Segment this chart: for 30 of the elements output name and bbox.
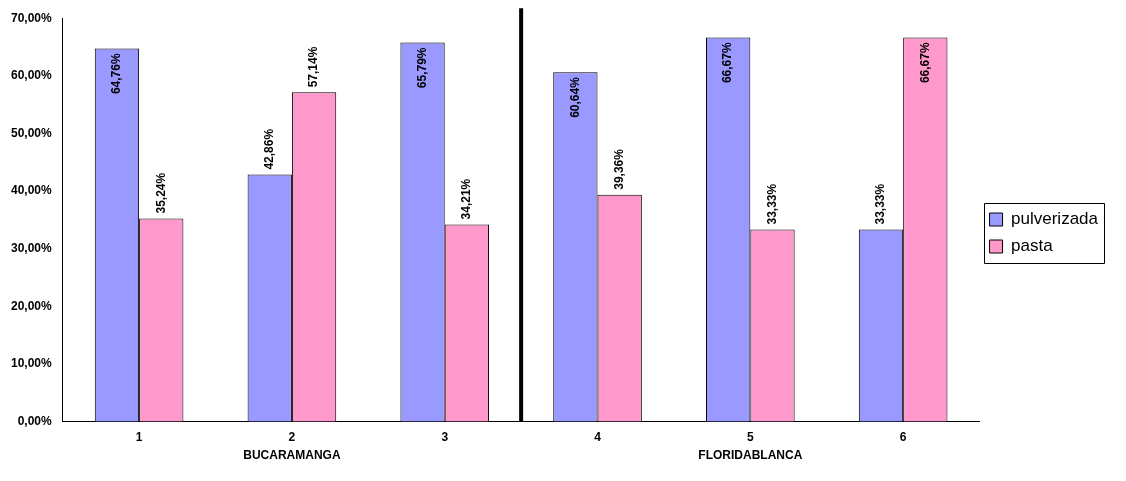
- data-label: 33,33%: [764, 183, 779, 225]
- y-tick-label: 30,00%: [11, 241, 53, 256]
- legend-label: pulverizada: [1011, 209, 1099, 229]
- data-label: 65,79%: [414, 47, 429, 89]
- data-label: 66,67%: [917, 42, 932, 84]
- data-label: 39,36%: [612, 148, 626, 190]
- y-tick-label: 0,00%: [17, 413, 53, 428]
- x-tick-label: 1: [135, 430, 143, 445]
- data-label: 66,67%: [720, 42, 735, 84]
- x-tick-label: 4: [594, 430, 602, 445]
- y-tick-label: 70,00%: [11, 10, 53, 25]
- y-tick-label: 50,00%: [11, 125, 53, 140]
- data-label: 33,33%: [873, 183, 888, 225]
- x-tick-label: 3: [441, 430, 449, 445]
- x-tick-label: 2: [288, 430, 296, 445]
- data-label: 57,14%: [306, 46, 321, 88]
- data-label: 34,21%: [459, 178, 474, 220]
- data-label: 64,76%: [109, 53, 124, 95]
- data-label: 35,24%: [153, 172, 168, 214]
- y-tick-label: 40,00%: [11, 183, 53, 198]
- x-tick-label: 6: [899, 430, 907, 445]
- text: BUCARAMANGA: [243, 447, 341, 462]
- y-tick-label: 10,00%: [11, 356, 53, 371]
- data-label: 60,64%: [567, 76, 582, 118]
- x-tick-label: 5: [747, 430, 754, 445]
- y-tick-label: 60,00%: [11, 68, 53, 83]
- legend-label: pasta: [1011, 236, 1054, 256]
- data-label: 42,86%: [262, 128, 277, 170]
- y-tick-label: 20,00%: [11, 298, 53, 313]
- text: FLORIDABLANCA: [698, 447, 803, 462]
